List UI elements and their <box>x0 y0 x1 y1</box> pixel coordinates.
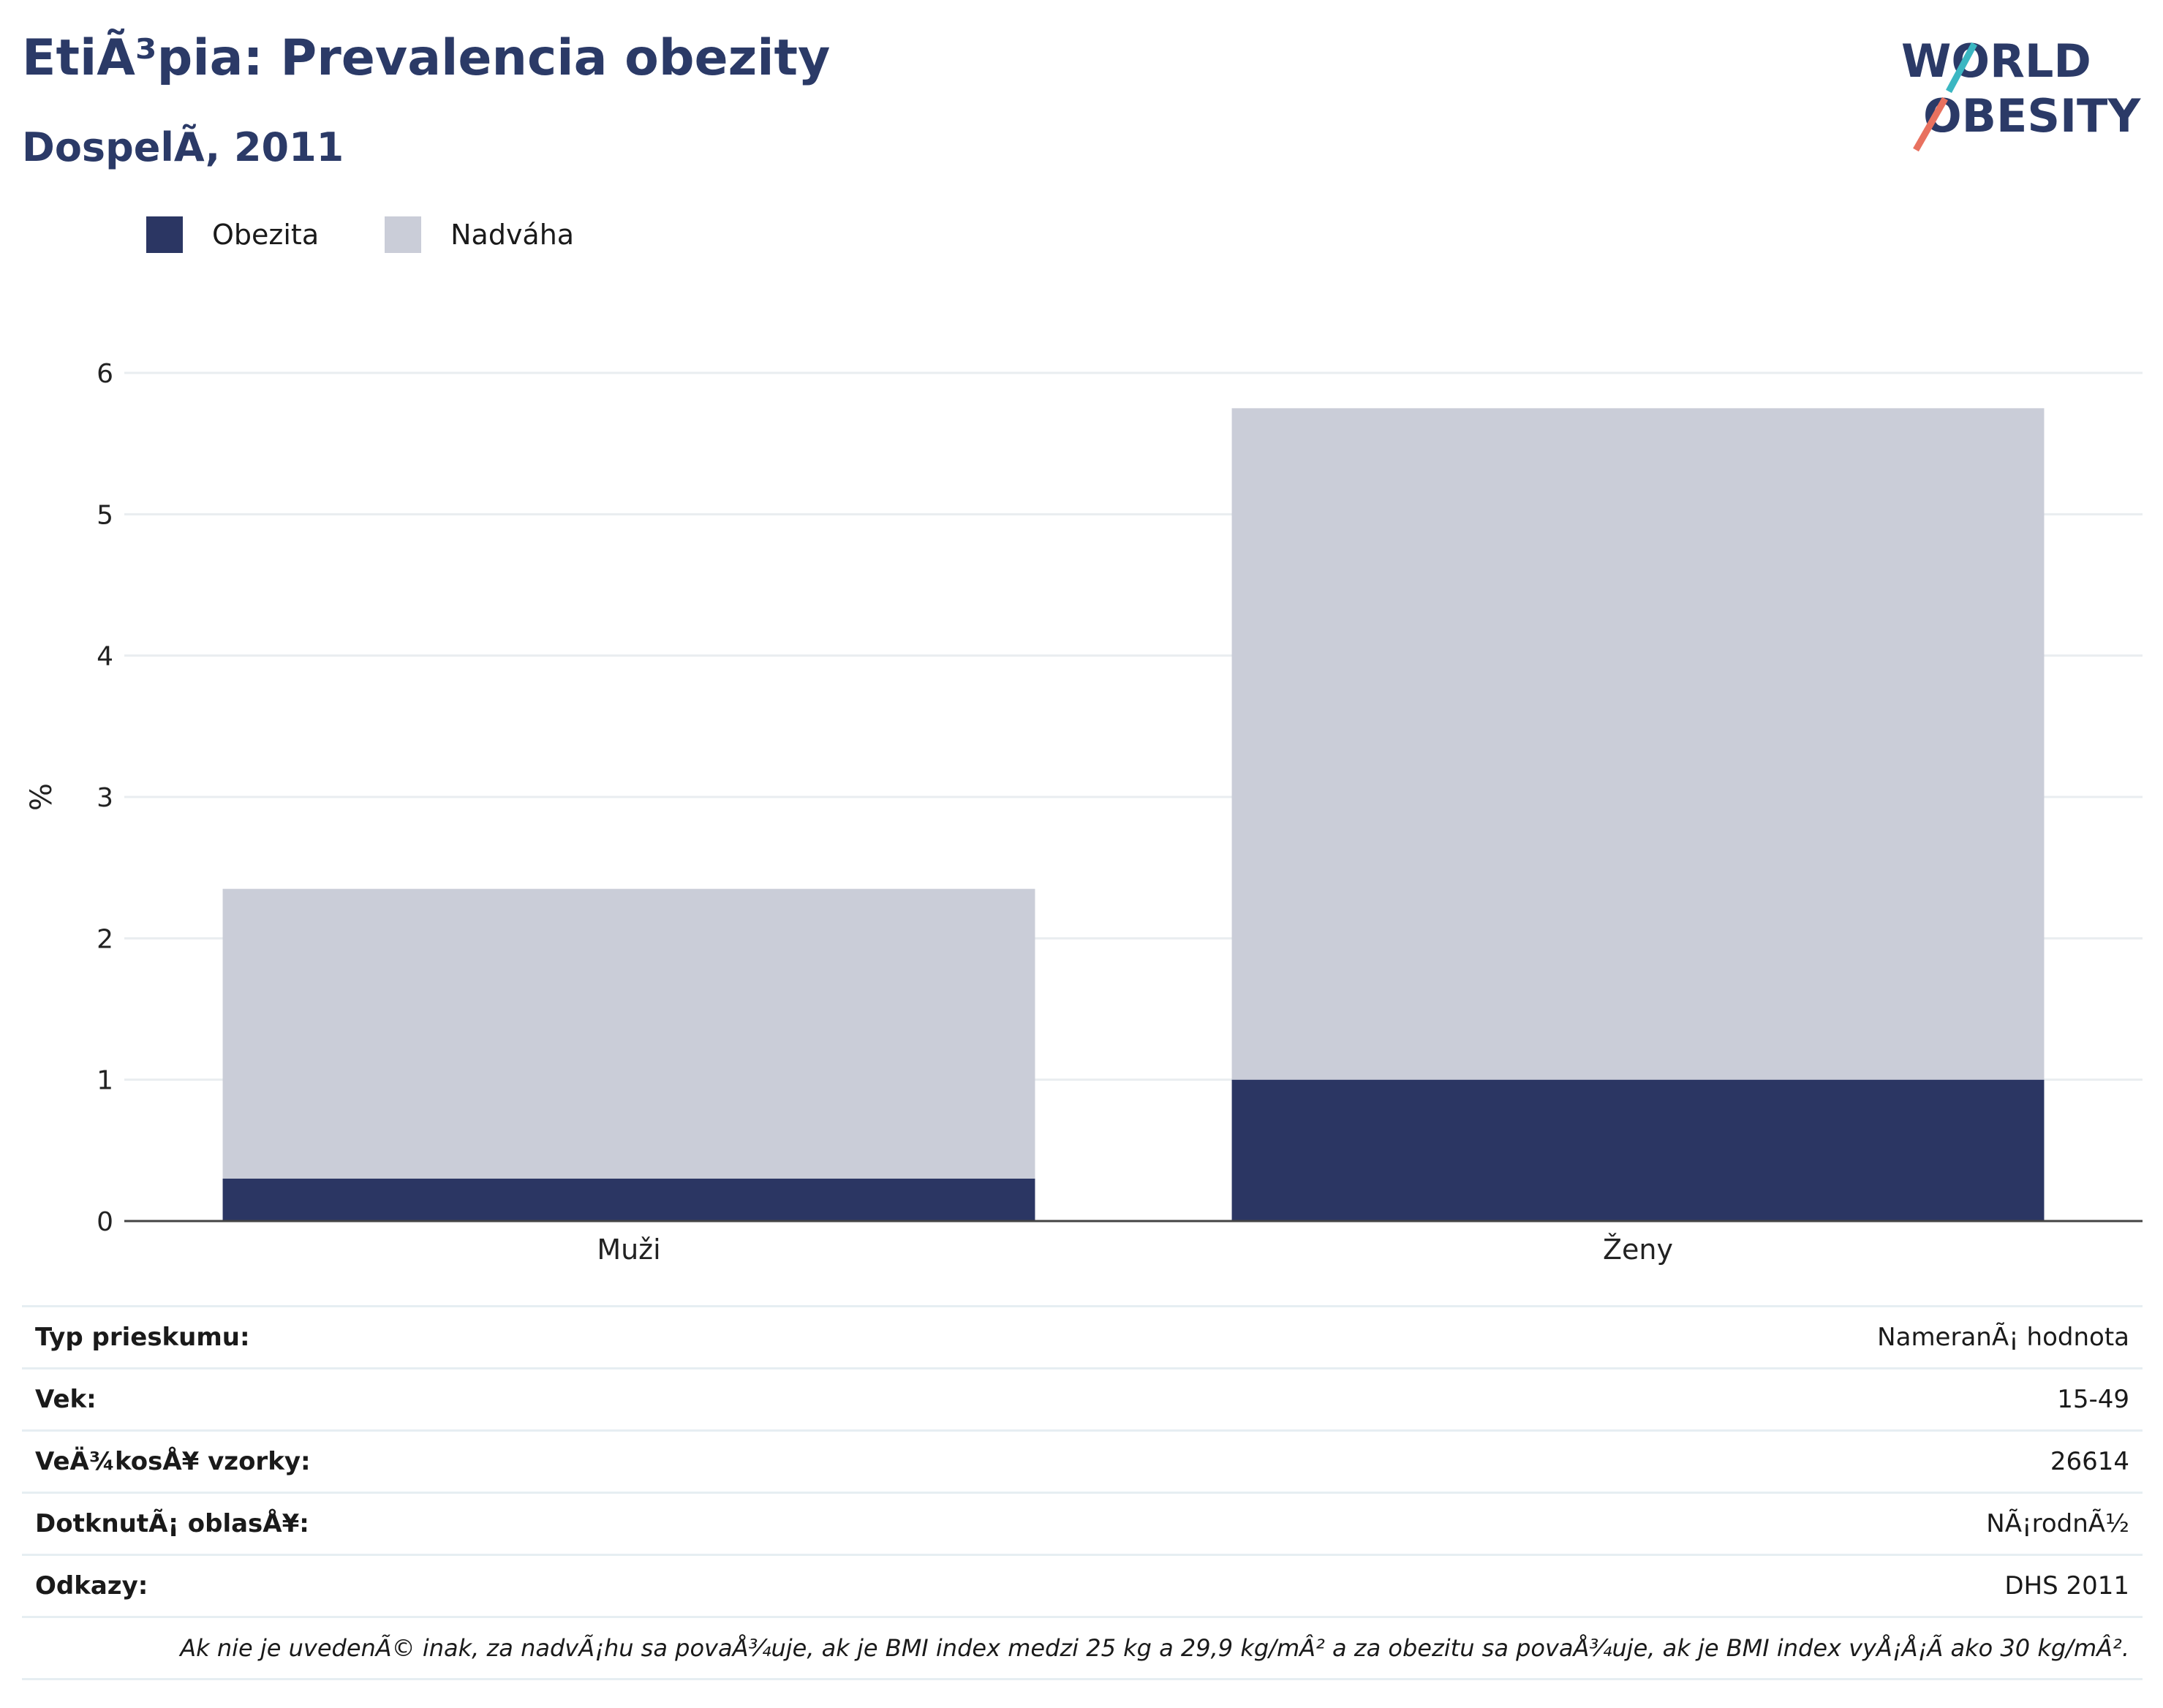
y-tick-label: 5 <box>97 500 113 530</box>
legend-item-nadvaha: Nadváha <box>385 216 574 253</box>
bar-obezita <box>1231 1079 2045 1221</box>
info-value: NÃ¡rodnÃ½ <box>1986 1509 2129 1538</box>
bar-chart: 0 1 2 3 4 5 6% Muži Ženy <box>25 359 2143 1266</box>
info-label: DotknutÃ¡ oblasÅ¥: <box>35 1509 309 1538</box>
legend-item-obezita: Obezita <box>146 216 319 253</box>
world-obesity-logo: WORLD OBESITY <box>1901 34 2141 152</box>
svg-text:WORLD: WORLD <box>1901 34 2091 88</box>
legend-swatch-nadvaha <box>385 216 422 253</box>
y-tick-label: 3 <box>97 783 113 813</box>
legend-swatch-obezita <box>146 216 183 253</box>
x-tick-label: Muži <box>597 1233 660 1266</box>
bar-nadvaha <box>1231 408 2045 1080</box>
info-row-sample-size: VeÄ¾kosÅ¥ vzorky: 26614 <box>22 1429 2143 1492</box>
legend-label-nadvaha: Nadváha <box>450 219 575 251</box>
info-value: NameranÃ¡ hodnota <box>1877 1323 2129 1352</box>
y-axis-label: % <box>25 783 58 811</box>
info-value: DHS 2011 <box>2004 1571 2129 1601</box>
info-label: VeÄ¾kosÅ¥ vzorky: <box>35 1447 311 1476</box>
y-tick-label: 6 <box>97 359 113 389</box>
info-row-survey-type: Typ prieskumu: NameranÃ¡ hodnota <box>22 1305 2143 1367</box>
svg-text:OBESITY: OBESITY <box>1923 89 2141 143</box>
info-row-references: Odkazy: DHS 2011 <box>22 1554 2143 1616</box>
y-tick-label: 0 <box>97 1207 113 1237</box>
y-tick-label: 1 <box>97 1066 113 1096</box>
chart-title: EtiÃ³pia: Prevalencia obezity <box>22 29 831 87</box>
info-value: 26614 <box>2050 1447 2129 1476</box>
y-tick-label: 4 <box>97 642 113 672</box>
bar-obezita <box>222 1179 1035 1221</box>
info-row-area: DotknutÃ¡ oblasÅ¥: NÃ¡rodnÃ½ <box>22 1492 2143 1554</box>
bar-nadvaha <box>222 888 1035 1179</box>
chart-subtitle: DospelÃ, 2011 <box>22 124 344 170</box>
footnote: Ak nie je uvedenÃ© inak, za nadvÃ¡hu sa … <box>22 1616 2143 1680</box>
chart-legend: Obezita Nadváha <box>146 216 611 253</box>
legend-label-obezita: Obezita <box>212 219 320 251</box>
info-label: Typ prieskumu: <box>35 1323 250 1352</box>
info-table: Typ prieskumu: NameranÃ¡ hodnota Vek: 15… <box>22 1305 2143 1680</box>
info-label: Vek: <box>35 1385 97 1414</box>
x-tick-label: Ženy <box>1603 1233 1673 1266</box>
y-tick-label: 2 <box>97 924 113 954</box>
info-row-age: Vek: 15-49 <box>22 1367 2143 1429</box>
info-label: Odkazy: <box>35 1571 148 1601</box>
info-value: 15-49 <box>2057 1385 2129 1414</box>
